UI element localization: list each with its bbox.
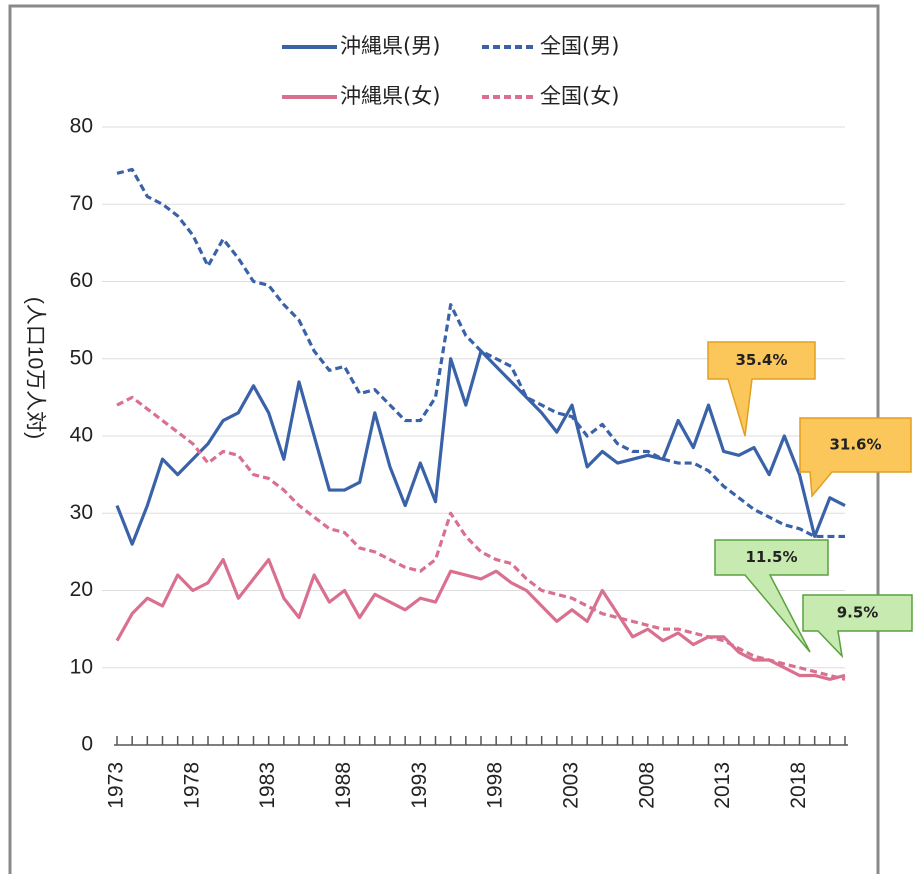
callout-label: 35.4%	[735, 351, 787, 369]
y-tick-label: 10	[70, 655, 93, 678]
callout-label: 11.5%	[745, 548, 797, 566]
x-tick-label: 2018	[787, 762, 810, 809]
x-tick-label: 1978	[180, 762, 203, 809]
y-tick-label: 70	[70, 192, 93, 215]
x-tick-label: 2003	[560, 762, 583, 809]
x-tick-label: 1988	[332, 762, 355, 809]
callout	[714, 539, 829, 653]
legend-label: 沖縄県(女)	[340, 84, 440, 108]
legend-label: 沖縄県(男)	[340, 34, 440, 58]
series-line	[116, 395, 846, 681]
callout	[799, 417, 912, 498]
y-axis-label: (人口10万人対)	[23, 297, 46, 439]
y-tick-label: 80	[70, 115, 93, 138]
y-tick-label: 20	[70, 578, 93, 601]
y-tick-label: 40	[70, 424, 93, 447]
legend-label: 全国(男)	[540, 34, 619, 58]
x-tick-label: 1998	[484, 762, 507, 809]
callout-label: 31.6%	[829, 436, 881, 454]
y-tick-label: 0	[81, 733, 93, 756]
callout	[707, 341, 816, 437]
x-tick-label: 1973	[105, 762, 128, 809]
y-tick-label: 30	[70, 501, 93, 524]
series-line	[115, 558, 846, 681]
x-tick-label: 1993	[408, 762, 431, 809]
x-tick-label: 1983	[256, 762, 279, 809]
series-line	[116, 167, 845, 539]
callout	[802, 594, 913, 659]
y-tick-label: 50	[70, 346, 93, 369]
x-tick-label: 2013	[711, 762, 734, 809]
legend-label: 全国(女)	[540, 84, 619, 108]
y-tick-label: 60	[70, 269, 93, 292]
x-tick-label: 2008	[635, 762, 658, 809]
frame	[8, 4, 880, 874]
callout-label: 9.5%	[837, 604, 879, 622]
